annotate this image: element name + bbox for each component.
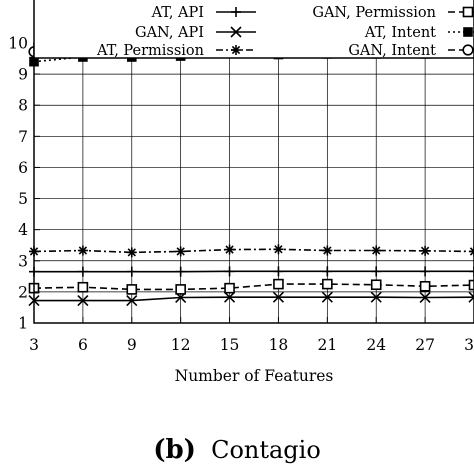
point-at-api (420, 266, 431, 277)
figure-caption: (b) Contagio (153, 435, 321, 465)
x-tick-label: 30 (464, 336, 474, 354)
axis-ticks: 1234567891036912151821242730 (8, 35, 474, 354)
legend-box (33, 0, 474, 59)
point-gan-permission (468, 279, 474, 291)
series-lines (33, 49, 474, 302)
point-at-api (371, 266, 382, 277)
legend: AT, API GAN, API AT, Permission GAN, Permis… (33, 0, 474, 59)
y-tick-label: 9 (18, 66, 28, 84)
point-gan-api (321, 291, 333, 303)
point-at-permission (77, 245, 88, 256)
point-at-permission (420, 245, 431, 256)
x-tick-label: 21 (317, 336, 337, 354)
legend-label: GAN, Permission (312, 5, 436, 21)
x-tick-label: 15 (220, 336, 240, 354)
point-gan-api (126, 295, 138, 307)
legend-marker (463, 27, 473, 37)
y-tick-label: 10 (8, 35, 28, 53)
x-tick-label: 9 (127, 336, 137, 354)
point-gan-api (272, 291, 285, 303)
legend-label: AT, Intent (364, 25, 436, 41)
y-tick-label: 1 (18, 315, 28, 333)
point-at-api (469, 266, 474, 277)
point-at-api (273, 266, 284, 277)
point-at-api (126, 266, 137, 277)
series-line-at-permission (33, 248, 474, 254)
point-gan-permission (77, 281, 89, 293)
legend-items: AT, API GAN, API AT, Permission GAN, Permis… (96, 5, 474, 59)
point-at-api (77, 266, 88, 277)
point-at-api (175, 266, 186, 277)
y-tick-label: 8 (18, 97, 28, 115)
x-tick-label: 12 (171, 336, 191, 354)
point-gan-api (370, 291, 382, 303)
x-tick-label: 27 (415, 336, 435, 354)
legend-marker (462, 6, 474, 18)
legend-marker (230, 26, 242, 38)
legend-marker (231, 45, 241, 55)
y-tick-label: 5 (18, 190, 28, 208)
point-at-permission (371, 245, 382, 256)
point-gan-permission (370, 279, 382, 291)
legend-marker (231, 7, 241, 17)
legend-item-at-api: AT, API (151, 5, 256, 21)
y-tick-label: 2 (18, 283, 28, 301)
y-tick-label: 3 (18, 252, 28, 270)
point-gan-permission (126, 284, 138, 295)
point-at-permission (126, 247, 137, 258)
point-at-permission (273, 244, 284, 255)
plot-frame (33, 42, 474, 324)
point-at-permission (469, 246, 474, 257)
point-gan-api (419, 291, 431, 304)
point-gan-api (468, 291, 474, 303)
x-tick-label: 18 (269, 336, 289, 354)
legend-item-gan-intent: GAN, Intent (348, 43, 474, 59)
y-tick-label: 7 (18, 128, 28, 146)
point-at-permission (322, 245, 333, 256)
legend-label: GAN, Intent (348, 43, 436, 59)
point-at-api (224, 266, 235, 277)
x-tick-label: 6 (78, 336, 88, 354)
legend-item-gan-permission: GAN, Permission (312, 5, 474, 21)
x-tick-label: 24 (366, 336, 386, 354)
series-line-gan-api (34, 296, 474, 302)
x-tick-label: 3 (29, 336, 39, 354)
legend-marker (462, 44, 474, 56)
grid-lines (33, 42, 474, 324)
point-gan-api (223, 291, 236, 303)
point-gan-permission (419, 280, 431, 292)
point-gan-api (77, 295, 89, 307)
caption-text: Contagio (211, 436, 321, 464)
legend-item-at-permission: AT, Permission (96, 43, 256, 59)
point-gan-permission (273, 278, 284, 290)
point-gan-permission (224, 282, 235, 294)
legend-label: AT, API (151, 5, 204, 21)
legend-item-at-intent: AT, Intent (364, 25, 474, 41)
y-tick-label: 6 (18, 159, 28, 177)
series-markers (28, 44, 474, 307)
point-gan-permission (175, 284, 186, 295)
legend-item-gan-api: GAN, API (135, 25, 256, 41)
point-at-api (322, 266, 333, 277)
point-gan-permission (322, 278, 333, 290)
point-at-permission (224, 244, 235, 255)
series-line-gan-permission (33, 283, 474, 291)
legend-label: GAN, API (135, 25, 204, 41)
y-tick-label: 4 (18, 221, 28, 239)
caption-letter: (b) (153, 435, 196, 465)
legend-label: AT, Permission (96, 43, 204, 59)
x-axis-label: Number of Features (175, 367, 334, 385)
point-at-permission (175, 246, 186, 257)
